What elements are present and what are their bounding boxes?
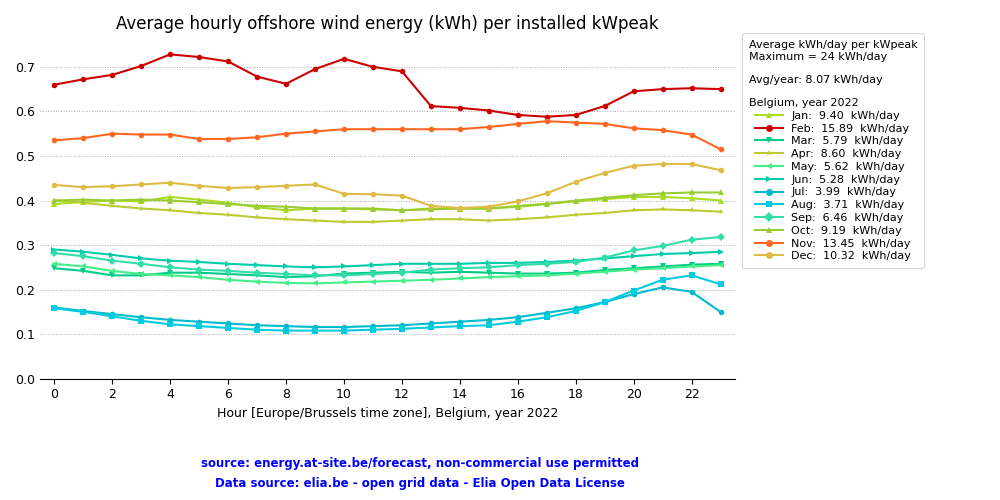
Text: source: energy.at-site.be/forecast, non-commercial use permitted: source: energy.at-site.be/forecast, non-… [201,458,639,470]
Text: Data source: elia.be - open grid data - Elia Open Data License: Data source: elia.be - open grid data - … [215,478,625,490]
Title: Average hourly offshore wind energy (kWh) per installed kWpeak: Average hourly offshore wind energy (kWh… [116,15,659,33]
X-axis label: Hour [Europe/Brussels time zone], Belgium, year 2022: Hour [Europe/Brussels time zone], Belgiu… [217,407,558,420]
Legend: Jan:  9.40  kWh/day, Feb:  15.89  kWh/day, Mar:  5.79  kWh/day, Apr:  8.60  kWh/: Jan: 9.40 kWh/day, Feb: 15.89 kWh/day, M… [742,34,924,268]
